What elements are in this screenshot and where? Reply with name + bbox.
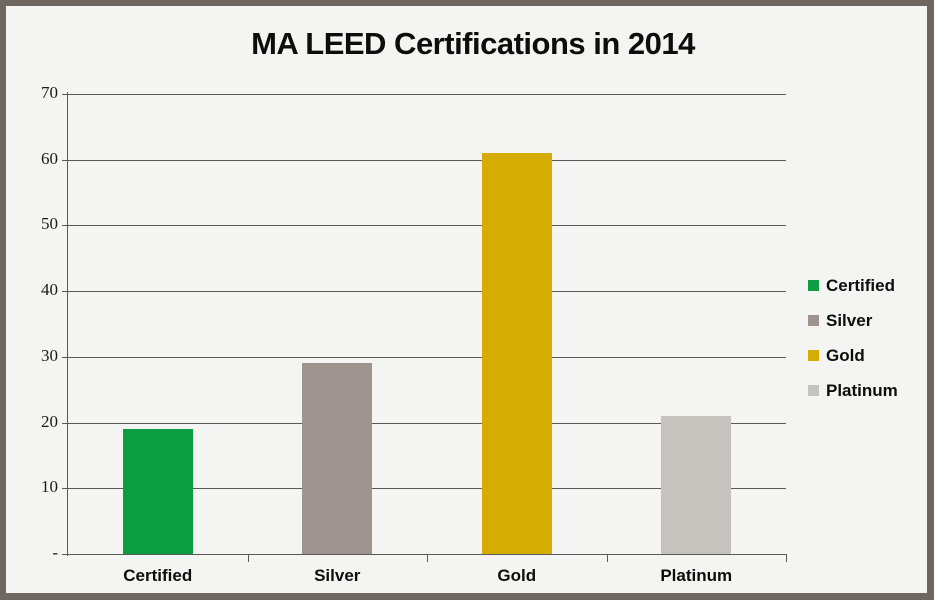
y-tick-label: 30 [41,345,58,365]
gridline [68,94,786,95]
bar-silver [302,363,373,554]
plot-area [68,94,786,554]
x-tick-mark [427,555,428,562]
legend-item-gold[interactable]: Gold [808,338,927,373]
bar-certified [122,429,193,554]
y-tick-mark [62,94,68,95]
y-tick-label: 10 [41,477,58,497]
legend-label: Platinum [826,380,898,400]
y-tick-label: 20 [41,411,58,431]
bar-gold [481,153,552,554]
legend-swatch-icon [808,385,819,396]
legend-swatch-icon [808,350,819,361]
y-axis-tick-labels: - 10 20 30 40 50 60 70 [6,6,58,593]
gridline [68,422,786,424]
y-tick-label: 70 [41,83,58,102]
y-tick-mark [62,225,68,227]
legend-label: Gold [826,345,865,365]
gridline [68,356,786,358]
gridline [68,291,786,293]
gridline [68,225,786,227]
y-tick-mark [62,356,68,358]
gridline [68,488,786,490]
legend-item-certified[interactable]: Certified [808,268,927,303]
y-tick-mark [62,291,68,293]
y-tick-label: 50 [41,214,58,234]
y-axis-line [67,92,68,556]
x-tick-mark [247,555,249,562]
x-tick-label: Silver [314,566,361,585]
y-tick-mark [62,554,68,555]
y-tick-label: 40 [41,280,58,300]
y-tick-label: 60 [41,148,58,168]
y-tick-mark [62,159,68,161]
legend-label: Certified [826,275,895,295]
chart-title: MA LEED Certifications in 2014 [251,26,695,61]
x-tick-label: Platinum [660,566,733,585]
x-tick-mark [606,555,608,562]
bar-platinum [661,416,732,554]
y-tick-mark [62,422,68,424]
y-tick-mark [62,488,68,490]
x-axis-line [67,554,787,555]
y-tick-label: - [52,543,58,562]
legend-swatch-icon [808,315,819,326]
legend-swatch-icon [808,280,819,291]
x-tick-label: Certified [123,566,193,585]
legend-item-silver[interactable]: Silver [808,303,927,338]
x-tick-mark [786,555,787,562]
x-tick-label: Gold [497,566,537,585]
chart-legend: Certified Silver Gold Platinum [808,268,927,408]
legend-label: Silver [826,310,873,330]
gridline [68,159,786,161]
legend-item-platinum[interactable]: Platinum [808,373,927,408]
